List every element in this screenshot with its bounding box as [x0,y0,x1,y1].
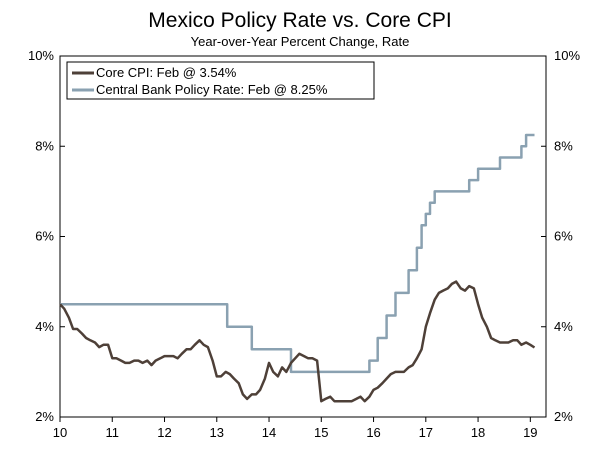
legend-label-policy-rate: Central Bank Policy Rate: Feb @ 8.25% [96,82,328,97]
y-tick-label-right: 8% [554,138,573,153]
x-tick-label: 17 [419,425,433,440]
y-tick-label-left: 2% [35,409,54,424]
series-line-core-cpi [59,280,536,403]
legend-label-core-cpi: Core CPI: Feb @ 3.54% [96,65,237,80]
y-tick-label-left: 6% [35,229,54,244]
x-tick-label: 14 [262,425,276,440]
x-tick-label: 15 [314,425,328,440]
y-axis-right: 2% 4% 6% 8% 10% [541,48,580,424]
x-tick-label: 10 [53,425,67,440]
y-tick-label-left: 8% [35,138,54,153]
legend-box [66,61,375,100]
y-tick-label-left: 10% [28,48,54,63]
y-tick-label-left: 4% [35,319,54,334]
x-tick-label: 12 [157,425,171,440]
y-tick-label-right: 2% [554,409,573,424]
plot-area [59,55,547,418]
chart-subtitle: Year-over-Year Percent Change, Rate [191,34,410,49]
y-tick-label-right: 10% [554,48,580,63]
y-tick-label-right: 4% [554,319,573,334]
x-tick-label: 13 [210,425,224,440]
y-axis-left: 2% 4% 6% 8% 10% [28,48,65,424]
chart-title: Mexico Policy Rate vs. Core CPI [148,9,451,32]
x-tick-label: 19 [523,425,537,440]
legend: Core CPI: Feb @ 3.54% Central Bank Polic… [66,61,375,100]
series-line-policy-rate [60,133,535,374]
y-tick-label-right: 6% [554,229,573,244]
x-tick-label: 16 [366,425,380,440]
x-axis: 10 11 12 13 14 15 16 17 18 19 [53,417,538,440]
x-tick-label: 11 [106,425,120,440]
x-tick-label: 18 [471,425,485,440]
